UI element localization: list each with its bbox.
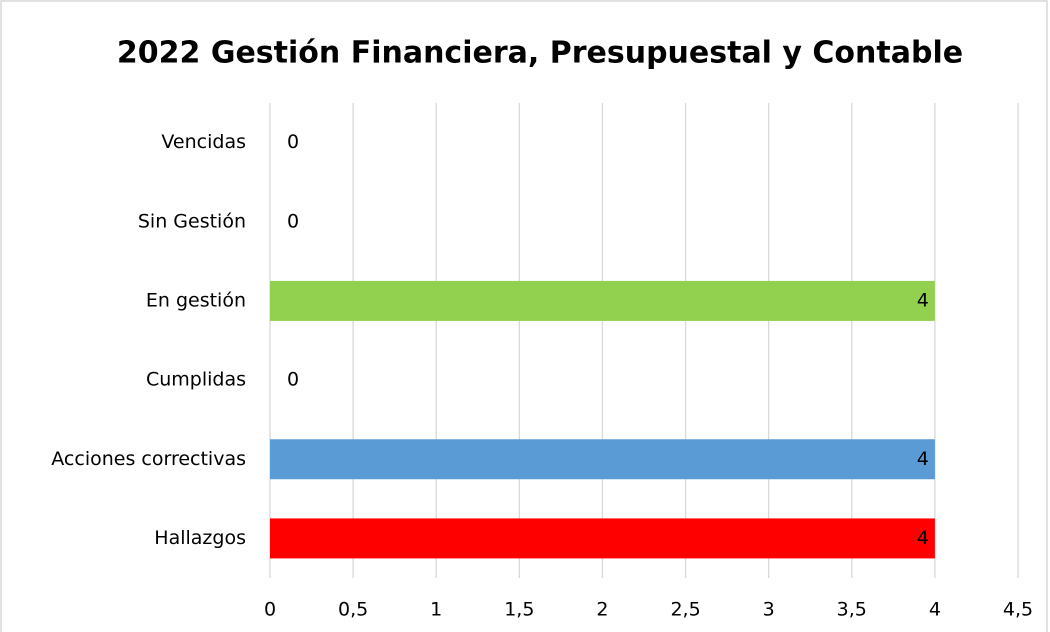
data-label: 0 xyxy=(287,369,299,391)
y-tick-label: En gestión xyxy=(146,289,246,311)
data-label: 4 xyxy=(917,448,929,470)
x-tick-label: 4,5 xyxy=(1003,599,1033,621)
chart-title: 2022 Gestión Financiera, Presupuestal y … xyxy=(117,36,963,71)
y-tick-label: Hallazgos xyxy=(154,527,246,549)
bar xyxy=(270,518,935,559)
x-tick-label: 3 xyxy=(763,599,775,621)
data-label: 0 xyxy=(287,210,299,232)
x-tick-label: 1,5 xyxy=(504,599,534,621)
data-label: 4 xyxy=(917,527,929,549)
x-tick-label: 4 xyxy=(929,599,941,621)
data-label: 0 xyxy=(287,131,299,153)
bar xyxy=(270,280,935,321)
x-tick-label: 2,5 xyxy=(670,599,700,621)
bar xyxy=(270,439,935,480)
x-tick-label: 1 xyxy=(430,599,442,621)
y-tick-label: Sin Gestión xyxy=(138,210,246,232)
x-tick-label: 3,5 xyxy=(837,599,867,621)
x-tick-label: 0 xyxy=(264,599,276,621)
x-tick-label: 0,5 xyxy=(338,599,368,621)
x-tick-label: 2 xyxy=(596,599,608,621)
y-tick-label: Cumplidas xyxy=(146,369,246,391)
y-tick-label: Acciones correctivas xyxy=(51,448,246,470)
y-tick-label: Vencidas xyxy=(161,131,246,153)
data-label: 4 xyxy=(917,289,929,311)
